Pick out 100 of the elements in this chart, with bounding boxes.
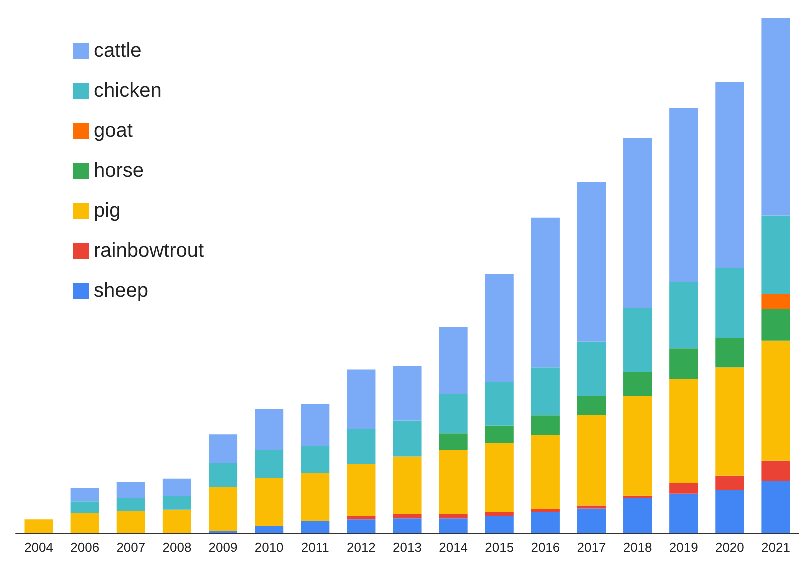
legend-label: pig — [94, 200, 121, 222]
bar — [716, 476, 744, 490]
x-tick-label: 2017 — [577, 540, 606, 555]
bar — [670, 494, 698, 533]
bar — [485, 443, 514, 512]
bar — [301, 404, 330, 446]
bar — [70, 502, 100, 514]
bar — [347, 516, 376, 520]
bar — [670, 348, 698, 380]
bar — [762, 308, 790, 341]
bar — [716, 490, 744, 533]
bar — [485, 426, 514, 444]
bar — [116, 482, 146, 498]
bar — [162, 510, 192, 533]
bar — [762, 294, 790, 309]
bar — [716, 338, 744, 368]
bar — [670, 379, 698, 484]
x-tick-label: 2009 — [208, 540, 238, 555]
bar — [624, 308, 652, 372]
bar — [116, 498, 146, 512]
x-tick-label: 2007 — [116, 540, 146, 555]
bar — [255, 409, 284, 450]
bar — [301, 446, 330, 474]
bar — [208, 487, 238, 531]
bar — [762, 18, 790, 216]
bar — [208, 462, 238, 488]
bar — [347, 520, 376, 533]
bar — [439, 434, 468, 450]
bar — [393, 514, 422, 519]
bar — [393, 366, 422, 421]
x-tick-label: 2013 — [393, 540, 422, 555]
bar — [531, 416, 560, 436]
bar — [716, 268, 744, 338]
bar — [70, 488, 100, 502]
legend-label: cattle — [94, 40, 142, 62]
bar — [255, 526, 284, 533]
bar — [670, 108, 698, 282]
bar — [531, 368, 560, 416]
bar — [624, 498, 652, 533]
x-tick-label: 2006 — [70, 540, 100, 555]
bar — [531, 435, 560, 510]
bar — [393, 456, 422, 514]
bar — [485, 516, 514, 533]
x-tick-label: 2019 — [669, 540, 698, 555]
legend-label: sheep — [94, 280, 148, 302]
bar — [393, 420, 422, 457]
bar — [485, 512, 514, 517]
bar — [670, 282, 698, 349]
x-tick-label: 2014 — [439, 540, 468, 555]
bar — [762, 340, 790, 461]
bar — [531, 218, 560, 368]
x-tick-label: 2011 — [301, 540, 330, 555]
x-tick-label: 2008 — [162, 540, 192, 555]
x-tick-label: 2004 — [24, 540, 54, 555]
bar — [347, 464, 376, 517]
bar — [762, 482, 790, 533]
bar — [577, 396, 606, 416]
bar — [624, 138, 652, 308]
legend-label: chicken — [94, 80, 162, 102]
x-tick-label: 2021 — [762, 540, 790, 555]
bar — [577, 415, 606, 506]
bar — [301, 473, 330, 522]
bar — [208, 434, 238, 463]
x-tick-label: 2010 — [254, 540, 284, 555]
bar — [577, 506, 606, 509]
bar — [301, 521, 330, 533]
bar — [716, 82, 744, 268]
x-tick-label: 2016 — [531, 540, 560, 555]
bar — [347, 370, 376, 429]
bar — [762, 216, 790, 295]
bar — [255, 450, 284, 478]
bar — [439, 450, 468, 514]
bar — [439, 328, 468, 394]
bar — [577, 508, 606, 533]
bar — [577, 342, 606, 397]
bar — [70, 513, 100, 533]
bar — [485, 382, 514, 426]
bar — [716, 368, 744, 476]
bar — [531, 509, 560, 512]
bar — [162, 478, 192, 496]
legend-label: goat — [94, 120, 134, 142]
bar — [624, 396, 652, 496]
bar — [624, 372, 652, 397]
x-tick-label: 2018 — [623, 540, 652, 555]
bar — [439, 514, 468, 519]
bar — [116, 511, 146, 533]
bar — [162, 496, 192, 510]
bar — [439, 394, 468, 434]
x-tick-label: 2012 — [346, 540, 376, 555]
bar — [24, 520, 54, 533]
bar — [347, 428, 376, 464]
x-tick-label: 2020 — [715, 540, 744, 555]
legend-label: rainbowtrout — [94, 240, 204, 262]
legend-label: horse — [94, 160, 144, 182]
bar — [393, 518, 422, 533]
bar — [255, 478, 284, 526]
bar — [531, 512, 560, 533]
bar — [485, 274, 514, 382]
bar — [670, 483, 698, 494]
bar — [439, 518, 468, 533]
